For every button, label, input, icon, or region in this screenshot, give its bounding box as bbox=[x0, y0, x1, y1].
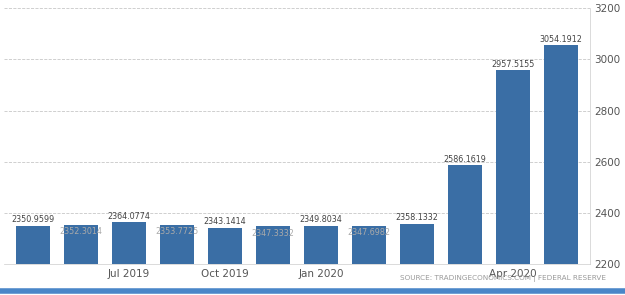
Text: 3054.1912: 3054.1912 bbox=[539, 35, 582, 44]
Bar bbox=[352, 226, 386, 264]
Bar bbox=[159, 225, 194, 264]
Text: 2586.1619: 2586.1619 bbox=[444, 155, 486, 164]
Bar bbox=[304, 226, 338, 264]
Text: 2349.8034: 2349.8034 bbox=[299, 215, 343, 224]
Text: 2358.1332: 2358.1332 bbox=[396, 213, 438, 222]
Text: 2343.1414: 2343.1414 bbox=[204, 217, 246, 226]
Text: 2350.9599: 2350.9599 bbox=[11, 215, 54, 224]
Text: SOURCE: TRADINGECONOMICS.COM | FEDERAL RESERVE: SOURCE: TRADINGECONOMICS.COM | FEDERAL R… bbox=[400, 275, 606, 282]
Bar bbox=[112, 222, 146, 264]
Bar bbox=[448, 165, 482, 264]
Text: 2347.6982: 2347.6982 bbox=[348, 228, 391, 237]
Bar bbox=[256, 227, 290, 264]
Text: 2347.3332: 2347.3332 bbox=[251, 229, 294, 237]
Bar bbox=[208, 227, 242, 264]
Text: 2957.5155: 2957.5155 bbox=[491, 60, 534, 69]
Bar bbox=[544, 45, 578, 264]
Bar bbox=[399, 224, 434, 264]
Text: 2352.3014: 2352.3014 bbox=[59, 227, 102, 236]
Bar bbox=[64, 225, 98, 264]
Bar bbox=[496, 70, 530, 264]
Text: 2353.7725: 2353.7725 bbox=[156, 227, 199, 236]
Text: 2364.0774: 2364.0774 bbox=[107, 212, 151, 221]
Bar bbox=[16, 225, 50, 264]
